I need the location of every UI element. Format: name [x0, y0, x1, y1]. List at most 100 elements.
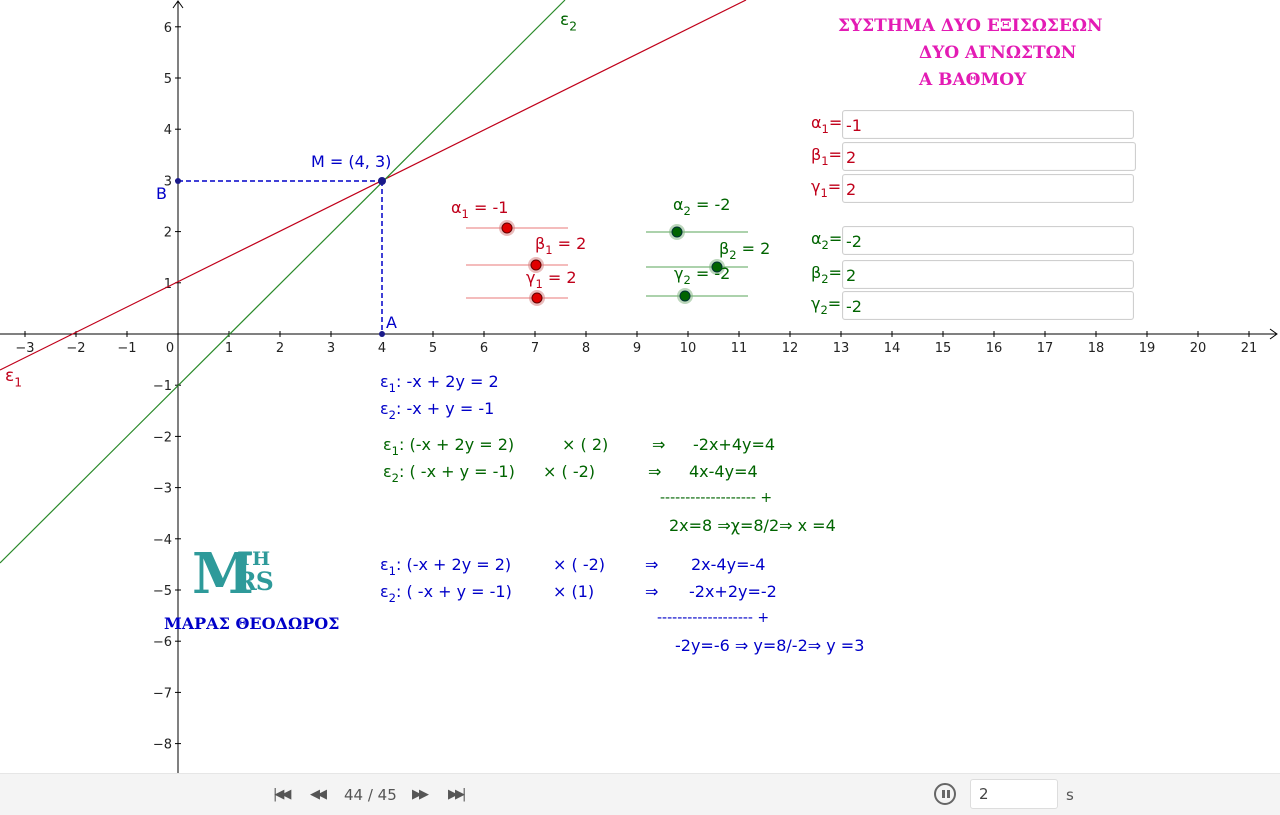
- step2-row2-arrow: ⇒: [645, 582, 659, 601]
- y-tick-label: −4: [153, 533, 172, 548]
- x-tick-label: 4: [378, 341, 386, 356]
- slider-b1-knob[interactable]: [528, 257, 544, 273]
- slider-g2-label: γ2 = -2: [674, 264, 731, 288]
- title-line-3: Α ΒΑΘΜΟΥ: [919, 70, 1027, 90]
- input-b1-field[interactable]: 2: [842, 142, 1136, 171]
- point-B-label: B: [156, 184, 167, 203]
- slider-a1-label: α1 = -1: [451, 198, 509, 222]
- step2-row2-eq: ε2: ( -x + y = -1): [380, 582, 512, 606]
- input-row-g1: γ1= 2: [811, 174, 1134, 203]
- x-tick-label: 8: [582, 341, 590, 356]
- x-tick-label: 6: [480, 341, 488, 356]
- x-tick-label: 1: [225, 341, 233, 356]
- x-tick-label: 0: [166, 341, 174, 356]
- y-tick-label: 5: [164, 72, 172, 87]
- input-a1-field[interactable]: -1: [842, 110, 1134, 139]
- line-e1-label: ε1: [5, 366, 22, 390]
- input-a2-field[interactable]: -2: [842, 226, 1134, 255]
- step2-row1-mul: × ( -2): [553, 555, 606, 574]
- x-tick-label: 9: [633, 341, 641, 356]
- y-tick-label: 1: [164, 277, 172, 292]
- input-row-a2: α2= -2: [811, 226, 1134, 255]
- input-g1-field[interactable]: 2: [842, 174, 1134, 203]
- step2-separator: ------------------- +: [657, 610, 770, 626]
- x-axis: [0, 328, 1278, 340]
- speed-input[interactable]: 2: [970, 779, 1058, 809]
- x-tick-label: 21: [1241, 341, 1258, 356]
- step2-result: -2y=-6 ⇒ y=8/-2⇒ y =3: [675, 636, 865, 655]
- step2-row2-mul: × (1): [553, 582, 595, 601]
- input-row-b2: β2= 2: [811, 260, 1134, 289]
- y-tick-label: 6: [164, 21, 172, 36]
- y-axis-ticks: 6 5 4 3 2 1 −1 −2 −3 −4 −5 −6 −7 −8: [153, 21, 181, 753]
- line-e2[interactable]: [0, 0, 566, 564]
- step1-separator: ------------------- +: [660, 490, 773, 506]
- y-tick-label: −7: [153, 686, 172, 701]
- author-name: ΜΑΡΑΣ ΘΕΟΔΩΡΟΣ: [164, 614, 340, 633]
- slider-a2-knob[interactable]: [669, 224, 685, 240]
- previous-slide-icon[interactable]: ◀◀: [310, 787, 327, 802]
- point-A-label: A: [386, 313, 397, 332]
- title-line-2: ΔΥΟ ΑΓΝΩΣΤΩΝ: [919, 43, 1077, 63]
- slider-b2-label: β2 = 2: [719, 239, 771, 263]
- slider-a1-knob[interactable]: [499, 220, 515, 236]
- y-tick-label: 3: [164, 174, 172, 189]
- speed-unit-label: s: [1066, 786, 1074, 804]
- equation-e1: ε1: -x + 2y = 2: [380, 372, 499, 396]
- x-tick-label: 11: [731, 341, 748, 356]
- playback-bar: |◀◀ ◀◀ 44 / 45 ▶▶ ▶▶| 2 s: [0, 773, 1280, 815]
- step1-result: 2x=8 ⇒χ=8/2⇒ x =4: [669, 516, 836, 535]
- first-slide-icon[interactable]: |◀◀: [273, 787, 291, 802]
- y-tick-label: −5: [153, 584, 172, 599]
- slider-a2-label: α2 = -2: [673, 195, 731, 219]
- point-A[interactable]: [379, 331, 385, 337]
- pause-icon[interactable]: [934, 783, 956, 805]
- title-line-1: ΣΥΣΤΗΜΑ ΔΥΟ ΕΞΙΣΩΣΕΩΝ: [838, 16, 1103, 36]
- input-row-a1: α1= -1: [811, 110, 1134, 139]
- input-g1-label: γ1=: [811, 176, 842, 201]
- input-b2-label: β2=: [811, 262, 842, 287]
- step1-row1-eq: ε1: (-x + 2y = 2): [383, 435, 515, 459]
- x-tick-label: −2: [66, 341, 85, 356]
- step1-row1-result: -2x+4y=4: [693, 435, 776, 454]
- y-tick-label: 2: [164, 226, 172, 241]
- input-row-g2: γ2= -2: [811, 291, 1134, 320]
- equation-e2: ε2: -x + y = -1: [380, 399, 495, 423]
- step2-row1-eq: ε1: (-x + 2y = 2): [380, 555, 512, 579]
- x-tick-label: 3: [327, 341, 335, 356]
- x-tick-label: 10: [680, 341, 697, 356]
- point-B[interactable]: [175, 178, 181, 184]
- x-tick-label: −1: [117, 341, 136, 356]
- input-a1-label: α1=: [811, 112, 843, 137]
- x-tick-label: 2: [276, 341, 284, 356]
- last-slide-icon[interactable]: ▶▶|: [448, 787, 466, 802]
- step2-row1-arrow: ⇒: [645, 555, 659, 574]
- x-tick-label: 15: [935, 341, 952, 356]
- next-slide-icon[interactable]: ▶▶: [412, 787, 429, 802]
- input-b1-label: β1=: [811, 144, 842, 169]
- graph-canvas[interactable]: −3 −2 −1 0 1 2 3 4 5 6 7 8 9 10 11 12 13 14 15 16 17 18 19 20 21…: [0, 0, 1280, 773]
- y-tick-label: −8: [153, 738, 172, 753]
- slider-g1-knob[interactable]: [529, 290, 545, 306]
- input-row-b1: β1= 2: [811, 142, 1136, 171]
- x-tick-label: 18: [1088, 341, 1105, 356]
- slider-g1-label: γ1 = 2: [526, 268, 577, 292]
- y-axis: [172, 0, 184, 773]
- input-g2-label: γ2=: [811, 293, 842, 318]
- slider-tracks-1: [466, 227, 568, 299]
- x-tick-label: 19: [1139, 341, 1156, 356]
- y-tick-label: −2: [153, 430, 172, 445]
- x-tick-label: 16: [986, 341, 1003, 356]
- input-a2-label: α2=: [811, 228, 843, 253]
- y-tick-label: 4: [164, 123, 172, 138]
- logo-mark: M: [192, 541, 254, 607]
- line-e2-label: ε2: [560, 10, 577, 34]
- input-b2-field[interactable]: 2: [842, 260, 1134, 289]
- slider-b2-knob[interactable]: [709, 259, 725, 275]
- step1-row1-arrow: ⇒: [652, 435, 666, 454]
- input-g2-field[interactable]: -2: [842, 291, 1134, 320]
- line-e1[interactable]: [0, 0, 747, 371]
- slider-g2-knob[interactable]: [677, 288, 693, 304]
- point-M[interactable]: [378, 177, 386, 185]
- x-tick-label: 17: [1037, 341, 1054, 356]
